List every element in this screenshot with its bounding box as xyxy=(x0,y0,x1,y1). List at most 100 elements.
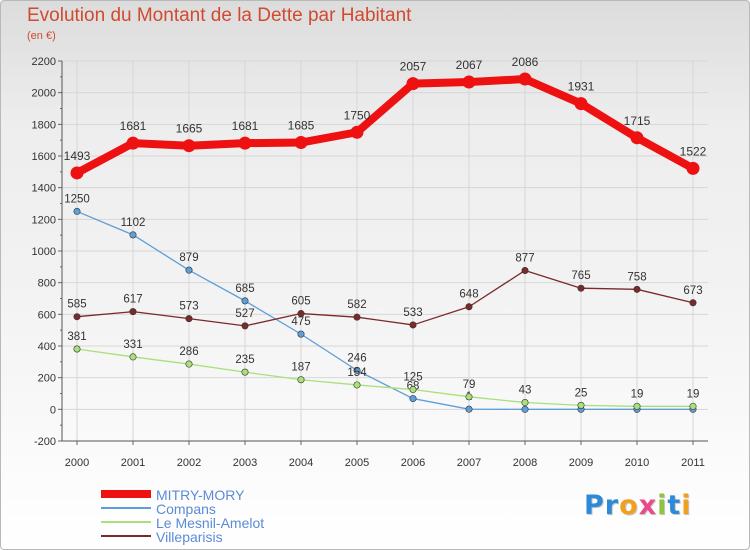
data-point xyxy=(633,285,641,293)
data-label: 765 xyxy=(571,270,590,282)
x-tick-label: 2007 xyxy=(457,457,481,469)
data-point xyxy=(689,299,697,307)
data-label: 25 xyxy=(575,387,588,399)
data-point xyxy=(409,395,417,403)
data-point xyxy=(126,136,140,150)
legend-label: Villeparisis xyxy=(156,529,223,545)
data-point xyxy=(185,360,193,368)
data-label: 235 xyxy=(235,354,254,366)
data-point xyxy=(521,405,529,413)
y-tick-label: 1600 xyxy=(32,151,56,163)
data-label: 331 xyxy=(123,339,142,351)
data-point xyxy=(353,381,361,389)
data-label: 43 xyxy=(519,385,532,397)
data-point xyxy=(465,393,473,401)
data-label: 19 xyxy=(687,388,700,400)
data-label: 79 xyxy=(463,379,476,391)
chart-subtitle: (en €) xyxy=(27,30,56,42)
data-label: 1250 xyxy=(64,193,90,205)
y-tick-label: 400 xyxy=(38,341,56,353)
data-point xyxy=(630,131,644,145)
x-tick-label: 2002 xyxy=(177,457,201,469)
data-point xyxy=(73,207,81,215)
data-point xyxy=(462,75,476,89)
data-label: 1665 xyxy=(176,122,203,136)
data-point xyxy=(129,231,137,239)
data-label: 673 xyxy=(683,285,702,297)
data-label: 758 xyxy=(627,271,646,283)
data-label: 585 xyxy=(67,299,86,311)
data-label: 605 xyxy=(291,296,310,308)
y-tick-label: 2000 xyxy=(32,88,56,100)
data-point xyxy=(241,322,249,330)
data-point xyxy=(297,376,305,384)
y-tick-label: 2200 xyxy=(32,56,56,68)
data-label: 1931 xyxy=(568,80,595,94)
data-point xyxy=(409,321,417,329)
data-point xyxy=(465,303,473,311)
data-point xyxy=(689,402,697,410)
data-point xyxy=(577,284,585,292)
data-point xyxy=(518,72,532,86)
data-point xyxy=(686,161,700,175)
data-label: 1681 xyxy=(232,119,259,133)
logo-letter: i xyxy=(681,490,692,521)
series-line xyxy=(76,348,694,407)
data-label: 286 xyxy=(179,346,198,358)
data-point xyxy=(73,345,81,353)
data-label: 1685 xyxy=(288,119,315,133)
data-point xyxy=(409,386,417,394)
y-tick-label: 1800 xyxy=(32,119,56,131)
logo-letter: o xyxy=(619,490,639,521)
data-point xyxy=(574,97,588,111)
y-tick-label: 600 xyxy=(38,309,56,321)
data-point xyxy=(73,313,81,321)
data-label: 1102 xyxy=(121,217,146,229)
series-line xyxy=(73,75,697,177)
series-line xyxy=(76,210,694,410)
series-villeparisis: 585 617 573 527 605 582 533 648 877 765 758 673 xyxy=(67,252,703,330)
axes: -200 0 200 400 600 800 1000 1200 1400 1600 1800 200… xyxy=(32,56,708,469)
data-label: 381 xyxy=(67,331,86,343)
data-label: 187 xyxy=(291,362,310,374)
data-point xyxy=(185,266,193,274)
data-point xyxy=(350,125,364,139)
x-tick-label: 2000 xyxy=(65,457,89,469)
data-point xyxy=(633,402,641,410)
data-point xyxy=(185,315,193,323)
data-point xyxy=(182,139,196,153)
x-tick-label: 2001 xyxy=(121,457,145,469)
proxiti-logo: Proxiti xyxy=(584,490,692,521)
series-le-mesnil-amelot: 381 331 286 235 187 154 125 79 43 25 19 19 xyxy=(67,331,699,410)
logo-letter: x xyxy=(638,490,658,521)
logo-letter: r xyxy=(604,490,620,521)
logo-letter: t xyxy=(667,490,682,521)
x-tick-label: 2003 xyxy=(233,457,257,469)
y-tick-label: -200 xyxy=(34,436,56,448)
data-point xyxy=(577,401,585,409)
data-label: 879 xyxy=(179,252,198,264)
data-label: 125 xyxy=(403,372,422,384)
series-compans: 12501102879685475246681 xyxy=(64,193,697,413)
legend-label: MITRY-MORY xyxy=(156,487,245,503)
series-line xyxy=(76,269,694,327)
data-label: 246 xyxy=(347,352,366,364)
data-label: 582 xyxy=(347,299,366,311)
data-point xyxy=(521,266,529,274)
chart-title: Evolution du Montant de la Dette par Hab… xyxy=(27,5,412,26)
data-label: 1715 xyxy=(624,114,651,128)
data-label: 617 xyxy=(123,294,142,306)
logo-letter: P xyxy=(584,490,605,521)
x-tick-label: 2010 xyxy=(625,457,649,469)
data-label: 2086 xyxy=(512,55,539,69)
x-tick-label: 2005 xyxy=(345,457,369,469)
data-label: 19 xyxy=(631,388,644,400)
series-group: 1250110287968547524668138133128623518715… xyxy=(64,55,707,413)
data-label: 533 xyxy=(403,307,422,319)
data-label: 1522 xyxy=(680,144,707,158)
x-tick-label: 2008 xyxy=(513,457,537,469)
data-point xyxy=(238,136,252,150)
